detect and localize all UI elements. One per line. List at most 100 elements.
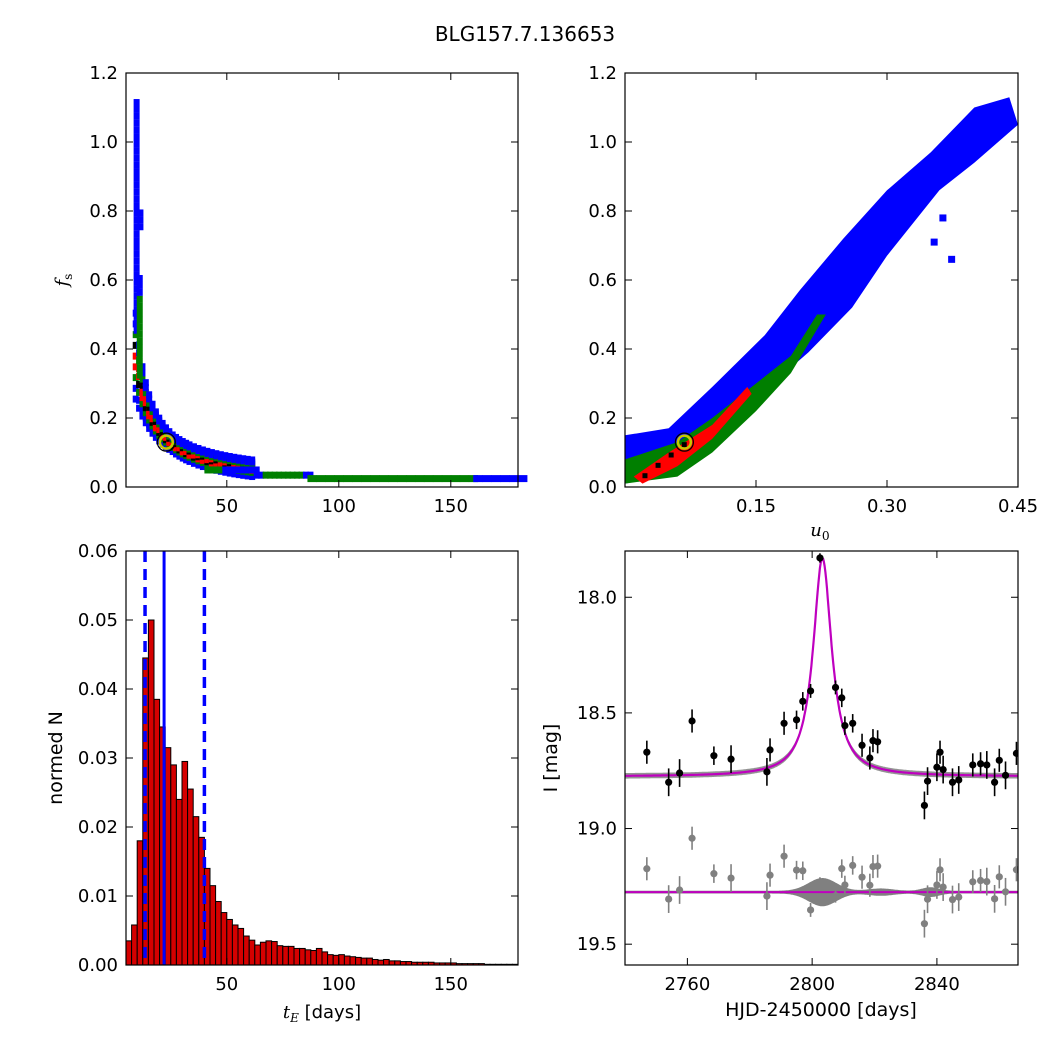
density-cell <box>133 161 140 169</box>
density-cell <box>208 449 215 457</box>
density-cell <box>136 337 143 345</box>
density-cell <box>217 451 224 459</box>
density-cell <box>258 471 265 479</box>
y-tick-label: 0.6 <box>89 270 118 291</box>
density-cell <box>142 384 149 392</box>
density-cell <box>156 414 163 422</box>
residual-point <box>831 892 840 900</box>
density-cell <box>133 133 140 141</box>
density-cell <box>231 466 238 474</box>
y-axis-label: I [mag] <box>540 724 562 793</box>
y-tick-label: 0.01 <box>78 886 118 907</box>
density-region-blue <box>625 97 1018 484</box>
y-tick-label: 19.0 <box>577 819 617 840</box>
density-cell <box>136 309 143 317</box>
residual-point <box>806 906 815 914</box>
density-cell <box>133 230 140 238</box>
density-cell <box>459 475 470 483</box>
residual-point <box>688 834 696 842</box>
histogram-bar <box>209 885 217 966</box>
density-cell <box>142 414 149 422</box>
x-tick-label: 100 <box>322 974 356 995</box>
density-cell <box>137 223 144 231</box>
histogram-bar <box>332 954 340 966</box>
residual-point <box>665 895 673 903</box>
density-cell <box>133 126 140 134</box>
histogram-bar <box>153 698 161 966</box>
density-cell <box>253 466 260 474</box>
density-cell <box>133 285 140 293</box>
density-cell <box>991 121 999 129</box>
y-tick-label: 0.6 <box>588 270 617 291</box>
density-cell <box>136 396 143 404</box>
plot-area <box>625 553 1018 938</box>
residual-point <box>710 870 718 878</box>
residual-point <box>838 865 846 873</box>
density-cell <box>132 363 139 371</box>
x-tick-label: 0.30 <box>867 496 907 517</box>
data-point <box>806 687 815 695</box>
density-cell <box>146 395 153 403</box>
density-cell <box>136 404 143 412</box>
density-cell <box>136 357 143 365</box>
histogram-bar <box>299 947 306 966</box>
density-cell <box>173 433 180 441</box>
y-tick-label: 1.0 <box>89 132 118 153</box>
density-cell <box>204 466 211 474</box>
figure-title: BLG157.7.136653 <box>434 22 616 46</box>
histogram-bar <box>259 941 267 966</box>
histogram-bar <box>131 924 138 966</box>
density-cell <box>133 174 140 182</box>
density-cell <box>267 471 274 479</box>
density-cell <box>226 466 233 474</box>
residual-point <box>780 852 788 860</box>
y-axis-label: fs <box>52 274 75 289</box>
density-cell <box>133 278 140 286</box>
density-cell <box>162 424 169 432</box>
histogram-bar <box>192 816 200 966</box>
density-cell <box>352 475 362 483</box>
density-cell <box>280 471 287 479</box>
data-point <box>976 760 985 768</box>
y-tick-label: 0.02 <box>78 817 118 838</box>
data-point <box>939 765 947 774</box>
histogram-bar <box>349 956 357 966</box>
density-cell <box>133 292 140 300</box>
residual-point <box>799 867 807 875</box>
best-fit-marker <box>676 434 693 450</box>
residual-point <box>727 874 735 882</box>
data-point <box>933 763 941 771</box>
density-cell <box>325 475 335 483</box>
residual-point <box>923 895 932 903</box>
residual-point <box>792 866 801 874</box>
data-point <box>983 761 991 769</box>
histogram-bar <box>215 901 222 966</box>
density-cell <box>142 409 149 417</box>
x-axis-label: HJD-2450000 [days] <box>725 999 917 1021</box>
density-cell <box>133 99 140 107</box>
x-tick-label: 2760 <box>664 974 710 995</box>
density-cell <box>136 380 143 388</box>
density-cell <box>948 255 956 263</box>
density-cell <box>179 438 186 446</box>
density-cell <box>222 466 229 474</box>
histogram-bar <box>181 760 189 966</box>
axes-frame <box>624 550 1019 966</box>
histogram-bar <box>175 798 183 966</box>
density-cell <box>642 473 648 479</box>
density-cell <box>152 408 159 416</box>
density-cell <box>149 422 156 430</box>
density-cell <box>133 306 140 314</box>
density-cell <box>133 216 140 224</box>
histogram-bar <box>271 941 278 966</box>
density-cell <box>132 395 139 403</box>
histogram-bar <box>343 955 351 966</box>
density-cell <box>397 475 407 483</box>
histogram-bar <box>282 945 289 966</box>
x-tick-label: 0.45 <box>998 496 1038 517</box>
y-tick-label: 0.4 <box>588 339 617 360</box>
x-tick-label: 50 <box>215 496 238 517</box>
density-cell <box>195 444 202 452</box>
histogram-bar <box>394 960 401 966</box>
